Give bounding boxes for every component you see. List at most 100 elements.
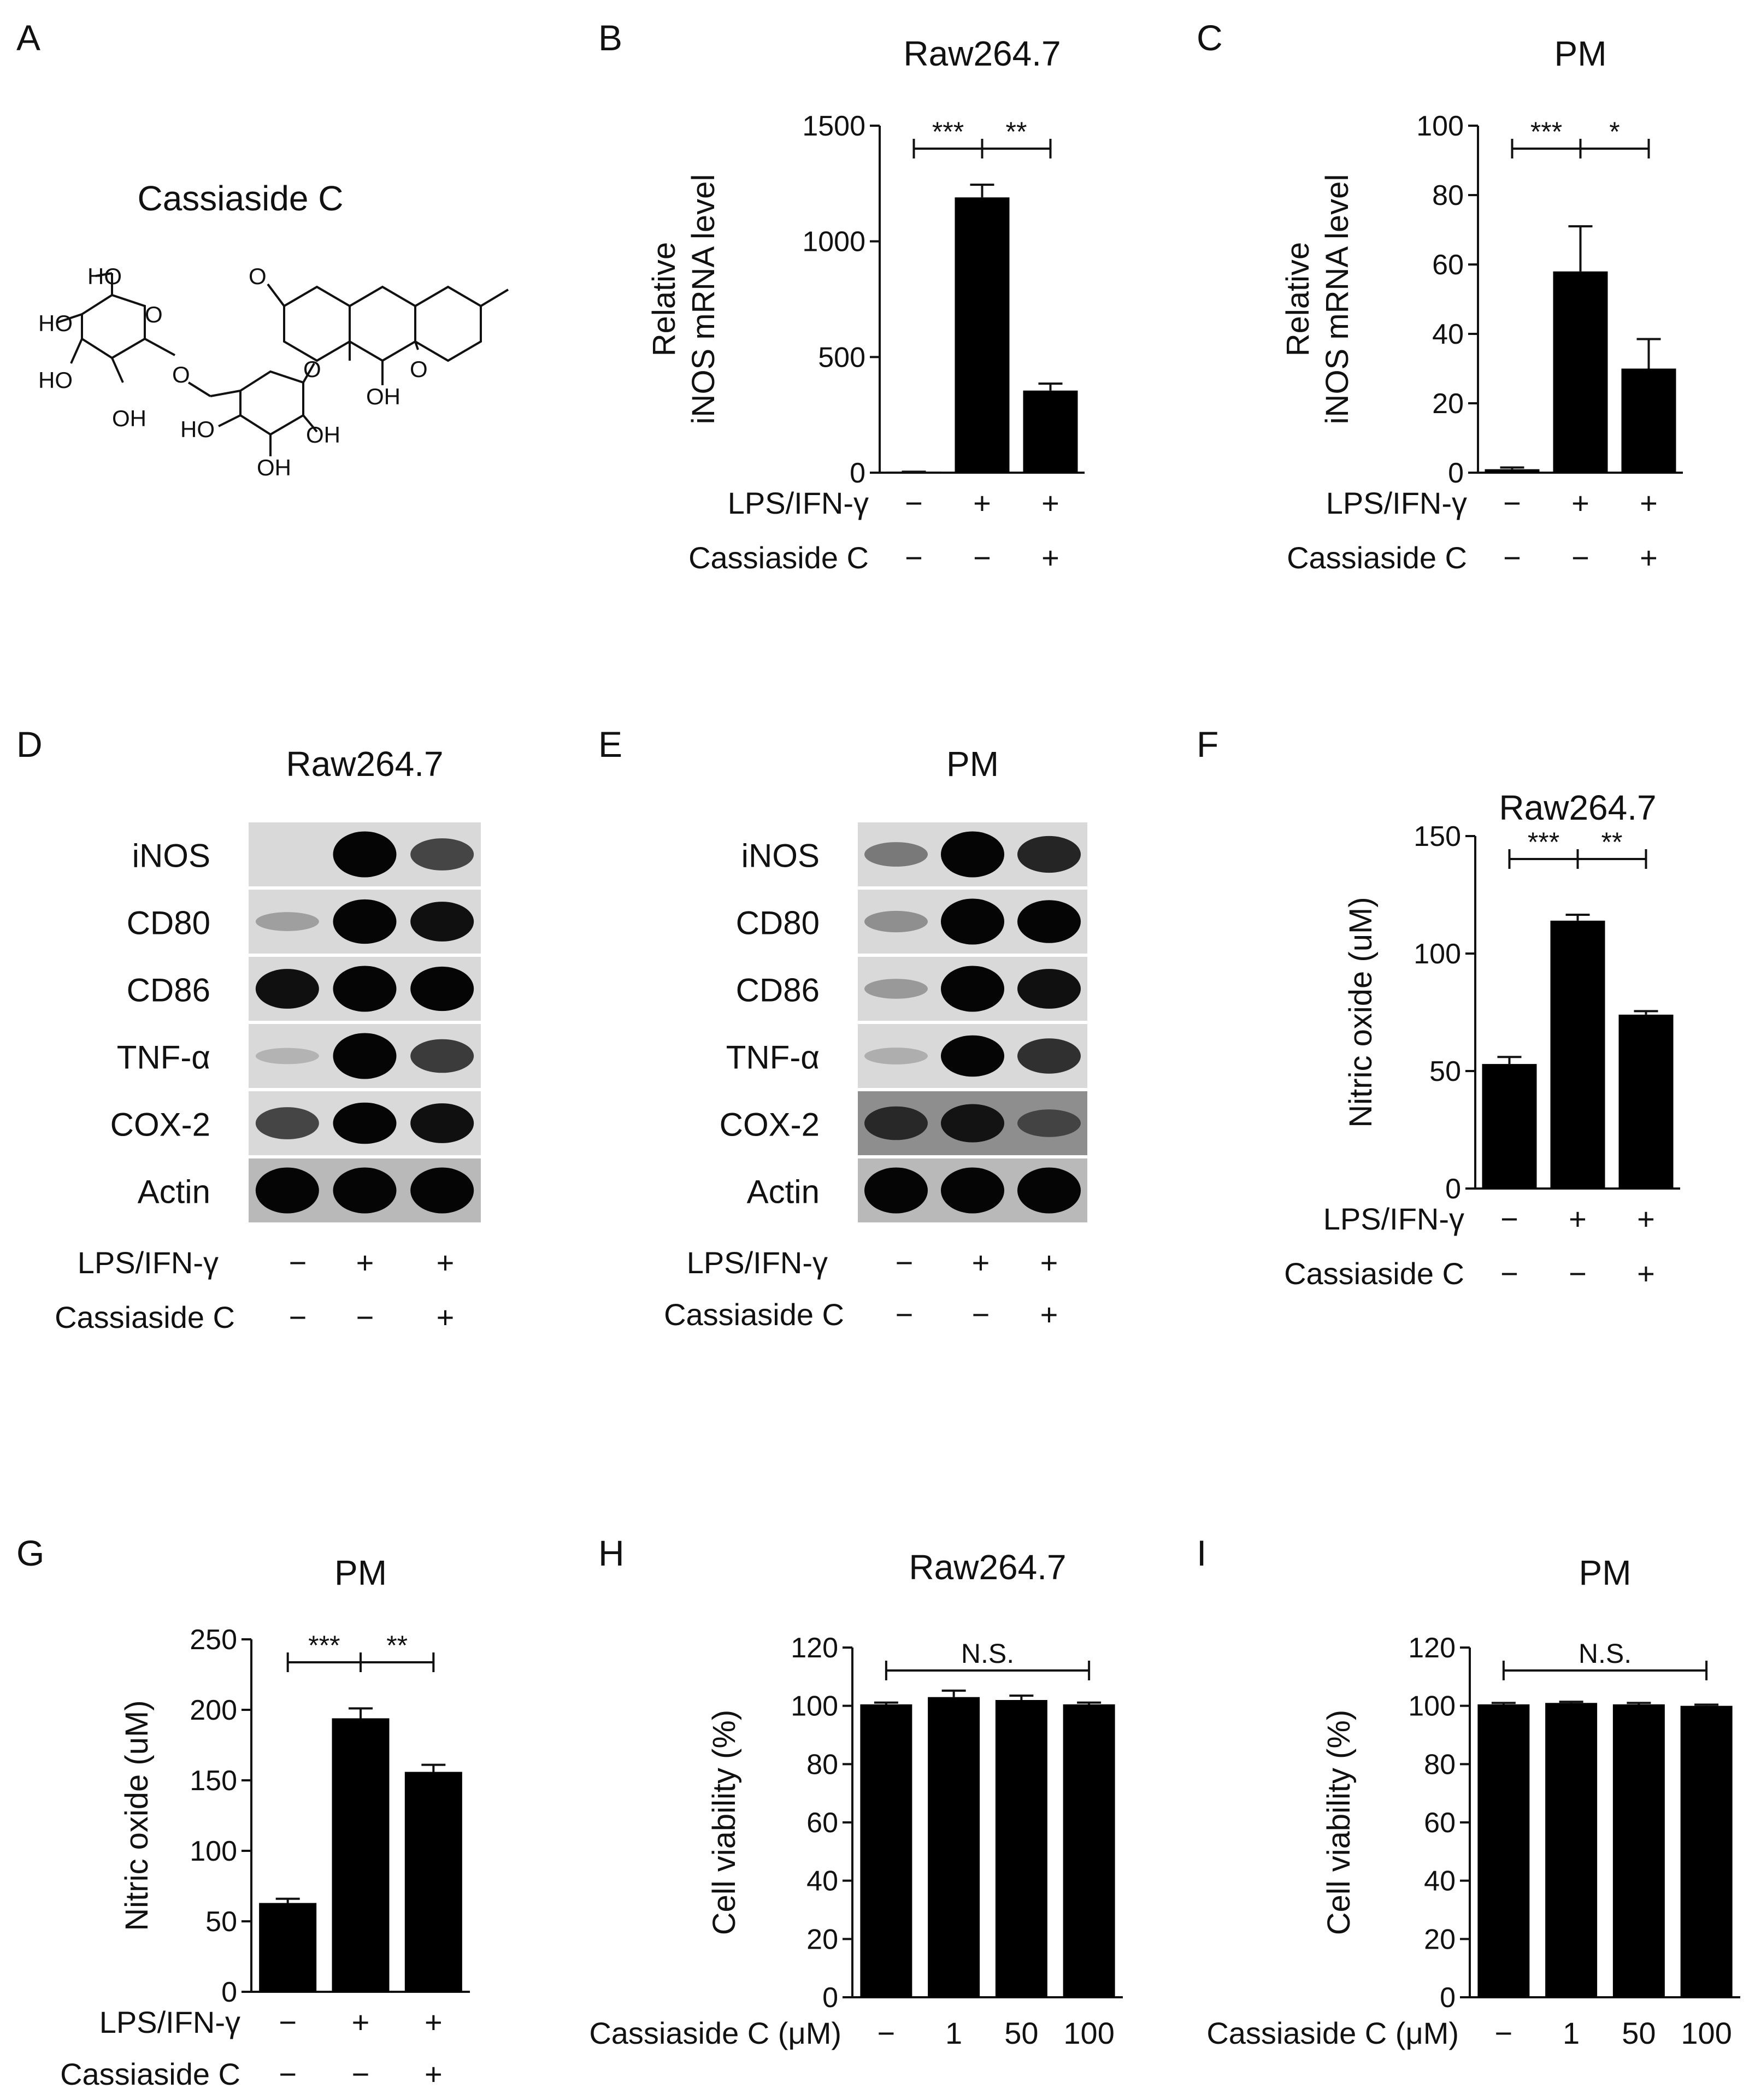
panel-label-f: F bbox=[1197, 724, 1218, 764]
significance-label: ** bbox=[1006, 116, 1027, 147]
treatment-row-label: Cassiaside C bbox=[1287, 540, 1467, 575]
treatment-row-label: Cassiaside C bbox=[664, 1297, 844, 1332]
panel-b-chart: Raw264.7 Relative iNOS mRNA level 0 500 1000 1… bbox=[646, 34, 1085, 575]
panel-label-d: D bbox=[16, 724, 43, 764]
blot-band bbox=[941, 898, 1004, 945]
chart-title: PM bbox=[1579, 1553, 1632, 1592]
x-tick-label: 100 bbox=[1681, 2016, 1732, 2050]
y-tick-label: 20 bbox=[1432, 388, 1464, 420]
bar bbox=[1477, 1704, 1530, 1997]
x-tick-label: 1 bbox=[945, 2016, 962, 2050]
blot-band bbox=[410, 1039, 474, 1073]
atom-label: OH bbox=[112, 405, 146, 431]
y-tick-label: 100 bbox=[1416, 110, 1464, 142]
blot-band bbox=[410, 1167, 474, 1214]
y-tick-label: 200 bbox=[190, 1695, 237, 1726]
significance-label: ** bbox=[1601, 827, 1623, 857]
treatment-mark: + bbox=[973, 486, 991, 520]
panel-label-b: B bbox=[598, 17, 622, 58]
blot-band bbox=[255, 1107, 319, 1139]
blot-band bbox=[1017, 836, 1081, 873]
structure-title: Cassiaside C bbox=[137, 179, 343, 218]
treatment-row-label: LPS/IFN-γ bbox=[1323, 1202, 1464, 1236]
blot-row-label: Actin bbox=[747, 1174, 820, 1210]
treatment-mark: + bbox=[437, 1245, 455, 1280]
blot-band bbox=[1017, 1038, 1081, 1074]
x-tick-label: 1 bbox=[1563, 2016, 1580, 2050]
treatment-mark: − bbox=[1503, 486, 1521, 520]
blot-band bbox=[864, 910, 928, 933]
treatment-mark: + bbox=[1571, 486, 1589, 520]
y-axis-label: iNOS mRNA level bbox=[1320, 174, 1355, 425]
bar bbox=[332, 1718, 390, 1992]
atom-label: O bbox=[303, 356, 321, 382]
panel-label-g: G bbox=[16, 1533, 44, 1573]
atom-label: OH bbox=[366, 384, 401, 409]
y-tick-label: 1000 bbox=[802, 226, 865, 258]
blot-band bbox=[255, 1048, 319, 1064]
x-tick-label: 50 bbox=[1622, 2016, 1656, 2050]
blot-band bbox=[333, 1167, 397, 1214]
treatment-mark: − bbox=[905, 540, 923, 575]
x-tick-label: 50 bbox=[1004, 2016, 1038, 2050]
y-axis-label: Nitric oxide (uM) bbox=[1343, 897, 1379, 1127]
blot-band bbox=[941, 966, 1004, 1012]
y-tick-label: 0 bbox=[1445, 1173, 1461, 1205]
treatment-mark: + bbox=[1041, 540, 1059, 575]
treatment-mark: + bbox=[1640, 540, 1658, 575]
atom-label: O bbox=[249, 263, 267, 289]
structure-atom-labels: HO HO HO OH O O O HO OH OH OH O O bbox=[38, 263, 428, 480]
blot-band bbox=[941, 1104, 1004, 1143]
treatment-mark: + bbox=[437, 1300, 455, 1334]
panel-label-a: A bbox=[16, 17, 40, 58]
blot-band bbox=[864, 1106, 928, 1140]
treatment-mark: + bbox=[425, 2005, 443, 2039]
treatment-mark: − bbox=[1503, 540, 1521, 575]
treatment-mark: − bbox=[972, 1297, 990, 1332]
blot-title: PM bbox=[946, 744, 999, 784]
blot-row-label: CD80 bbox=[736, 905, 820, 942]
significance-label: ** bbox=[386, 1630, 408, 1661]
y-axis-label: iNOS mRNA level bbox=[686, 174, 721, 425]
treatment-mark: − bbox=[905, 486, 923, 520]
y-tick-label: 1500 bbox=[802, 110, 865, 142]
cassiaside-c-structure bbox=[57, 272, 509, 456]
treatment-row-label: LPS/IFN-γ bbox=[78, 1245, 219, 1280]
treatment-row-label: Cassiaside C bbox=[688, 540, 869, 575]
bar bbox=[1550, 920, 1605, 1189]
blot-row-label: COX-2 bbox=[720, 1107, 820, 1143]
treatment-mark: − bbox=[1571, 540, 1589, 575]
bar bbox=[259, 1903, 317, 1992]
chart-title: Raw264.7 bbox=[1499, 788, 1656, 827]
y-tick-label: 60 bbox=[1432, 249, 1464, 281]
treatment-mark: + bbox=[352, 2005, 370, 2039]
treatment-mark: − bbox=[289, 1300, 307, 1334]
blot-band bbox=[333, 1033, 397, 1079]
y-tick-label: 80 bbox=[1432, 180, 1464, 211]
blot-band bbox=[864, 1167, 928, 1214]
treatment-mark: − bbox=[973, 540, 991, 575]
treatment-row-label: LPS/IFN-γ bbox=[99, 2005, 240, 2039]
panel-label-c: C bbox=[1197, 17, 1223, 58]
x-tick-label: 100 bbox=[1063, 2016, 1114, 2050]
treatment-row-label: LPS/IFN-γ bbox=[1326, 486, 1467, 520]
treatment-row-label: Cassiaside C bbox=[60, 2057, 240, 2091]
treatment-mark: − bbox=[896, 1297, 914, 1332]
y-tick-label: 150 bbox=[190, 1765, 237, 1797]
bar bbox=[1553, 271, 1608, 473]
significance-label: *** bbox=[1530, 116, 1562, 147]
treatment-mark: − bbox=[1500, 1202, 1518, 1236]
blot-band bbox=[410, 1103, 474, 1143]
bar bbox=[1023, 390, 1078, 473]
bar bbox=[995, 1700, 1047, 1997]
blot-band bbox=[864, 979, 928, 999]
treatment-mark: + bbox=[425, 2057, 443, 2091]
blot-band bbox=[941, 1167, 1004, 1214]
y-tick-label: 50 bbox=[1429, 1056, 1461, 1087]
chart-title: Raw264.7 bbox=[909, 1548, 1066, 1587]
bar bbox=[1545, 1703, 1598, 1997]
treatment-mark: + bbox=[1040, 1245, 1058, 1280]
